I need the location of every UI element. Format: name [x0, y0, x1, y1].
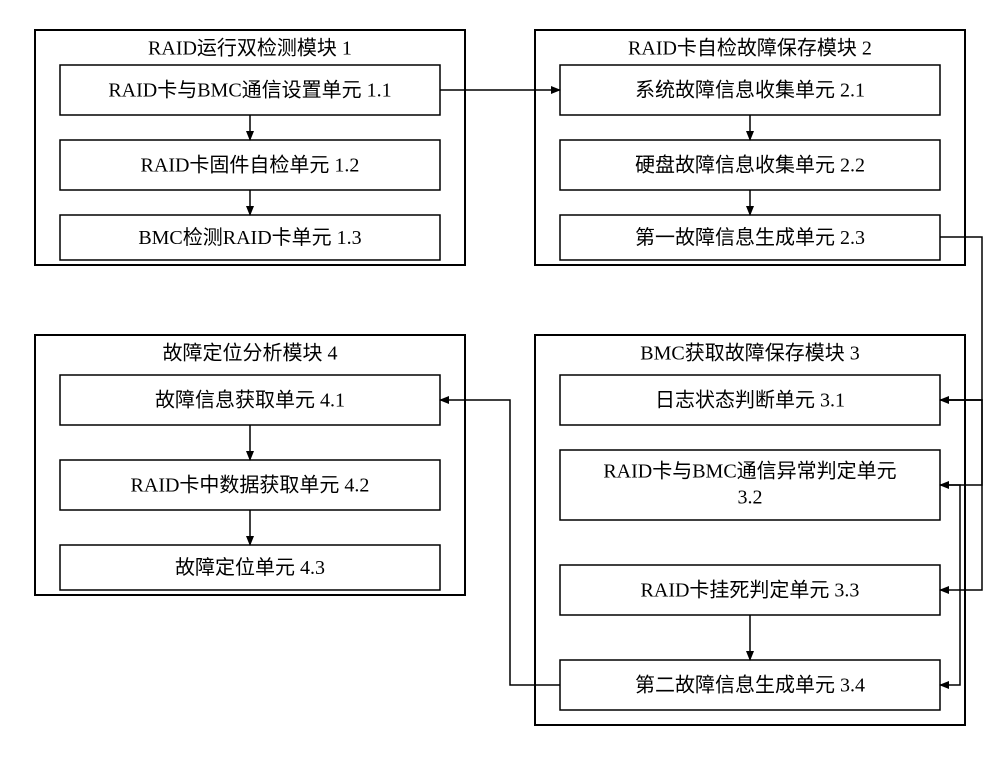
unit-u42: RAID卡中数据获取单元 4.2 [60, 460, 440, 510]
module-title-m4: 故障定位分析模块 4 [163, 342, 338, 365]
module-m4: 故障定位分析模块 4 故障信息获取单元 4.1 RAID卡中数据获取单元 4.2 故障… [35, 335, 465, 595]
arrow-a_u23_u31 [940, 237, 982, 400]
unit-label-u31: 日志状态判断单元 3.1 [655, 389, 845, 412]
unit-u31: 日志状态判断单元 3.1 [560, 375, 940, 425]
unit-u34: 第二故障信息生成单元 3.4 [560, 660, 940, 710]
arrow-a_u34_u41 [440, 400, 560, 685]
unit-label-u34: 第二故障信息生成单元 3.4 [635, 674, 865, 697]
modules-layer: RAID运行双检测模块 1 RAID卡与BMC通信设置单元 1.1 RAID卡固件自… [35, 30, 965, 725]
unit-u12: RAID卡固件自检单元 1.2 [60, 140, 440, 190]
unit-label-u42: RAID卡中数据获取单元 4.2 [131, 474, 370, 497]
unit-u21: 系统故障信息收集单元 2.1 [560, 65, 940, 115]
unit-u41: 故障信息获取单元 4.1 [60, 375, 440, 425]
unit-label-u32: RAID卡与BMC通信异常判定单元 [603, 460, 896, 483]
unit-u43: 故障定位单元 4.3 [60, 545, 440, 590]
unit-u33: RAID卡挂死判定单元 3.3 [560, 565, 940, 615]
unit-label-u33: RAID卡挂死判定单元 3.3 [641, 579, 860, 602]
module-m2: RAID卡自检故障保存模块 2 系统故障信息收集单元 2.1 硬盘故障信息收集单元 … [535, 30, 965, 265]
unit-u22: 硬盘故障信息收集单元 2.2 [560, 140, 940, 190]
unit-label-u41: 故障信息获取单元 4.1 [155, 389, 345, 412]
unit-u13: BMC检测RAID卡单元 1.3 [60, 215, 440, 260]
arrow-a_u32_u34 [940, 485, 960, 685]
arrow-a_u31_u32 [940, 400, 982, 485]
unit-u32: RAID卡与BMC通信异常判定单元 3.2 [560, 450, 940, 520]
unit-label-u43: 故障定位单元 4.3 [175, 556, 325, 579]
arrow-a_u31_u33 [940, 400, 982, 590]
diagram-canvas: RAID运行双检测模块 1 RAID卡与BMC通信设置单元 1.1 RAID卡固件自… [0, 0, 1000, 768]
unit-label-u22: 硬盘故障信息收集单元 2.2 [635, 154, 865, 177]
unit-u23: 第一故障信息生成单元 2.3 [560, 215, 940, 260]
module-m3: BMC获取故障保存模块 3 日志状态判断单元 3.1 RAID卡与BMC通信异常判定… [535, 335, 965, 725]
module-title-m2: RAID卡自检故障保存模块 2 [628, 37, 872, 60]
module-title-m1: RAID运行双检测模块 1 [148, 37, 352, 60]
module-m1: RAID运行双检测模块 1 RAID卡与BMC通信设置单元 1.1 RAID卡固件自… [35, 30, 465, 265]
unit-label-u11: RAID卡与BMC通信设置单元 1.1 [108, 79, 391, 102]
unit-label-u23: 第一故障信息生成单元 2.3 [635, 226, 865, 249]
unit-sublabel-u32: 3.2 [738, 487, 763, 509]
unit-label-u12: RAID卡固件自检单元 1.2 [141, 154, 360, 177]
unit-label-u13: BMC检测RAID卡单元 1.3 [138, 226, 361, 249]
unit-label-u21: 系统故障信息收集单元 2.1 [635, 79, 865, 102]
module-title-m3: BMC获取故障保存模块 3 [640, 342, 859, 365]
unit-u11: RAID卡与BMC通信设置单元 1.1 [60, 65, 440, 115]
